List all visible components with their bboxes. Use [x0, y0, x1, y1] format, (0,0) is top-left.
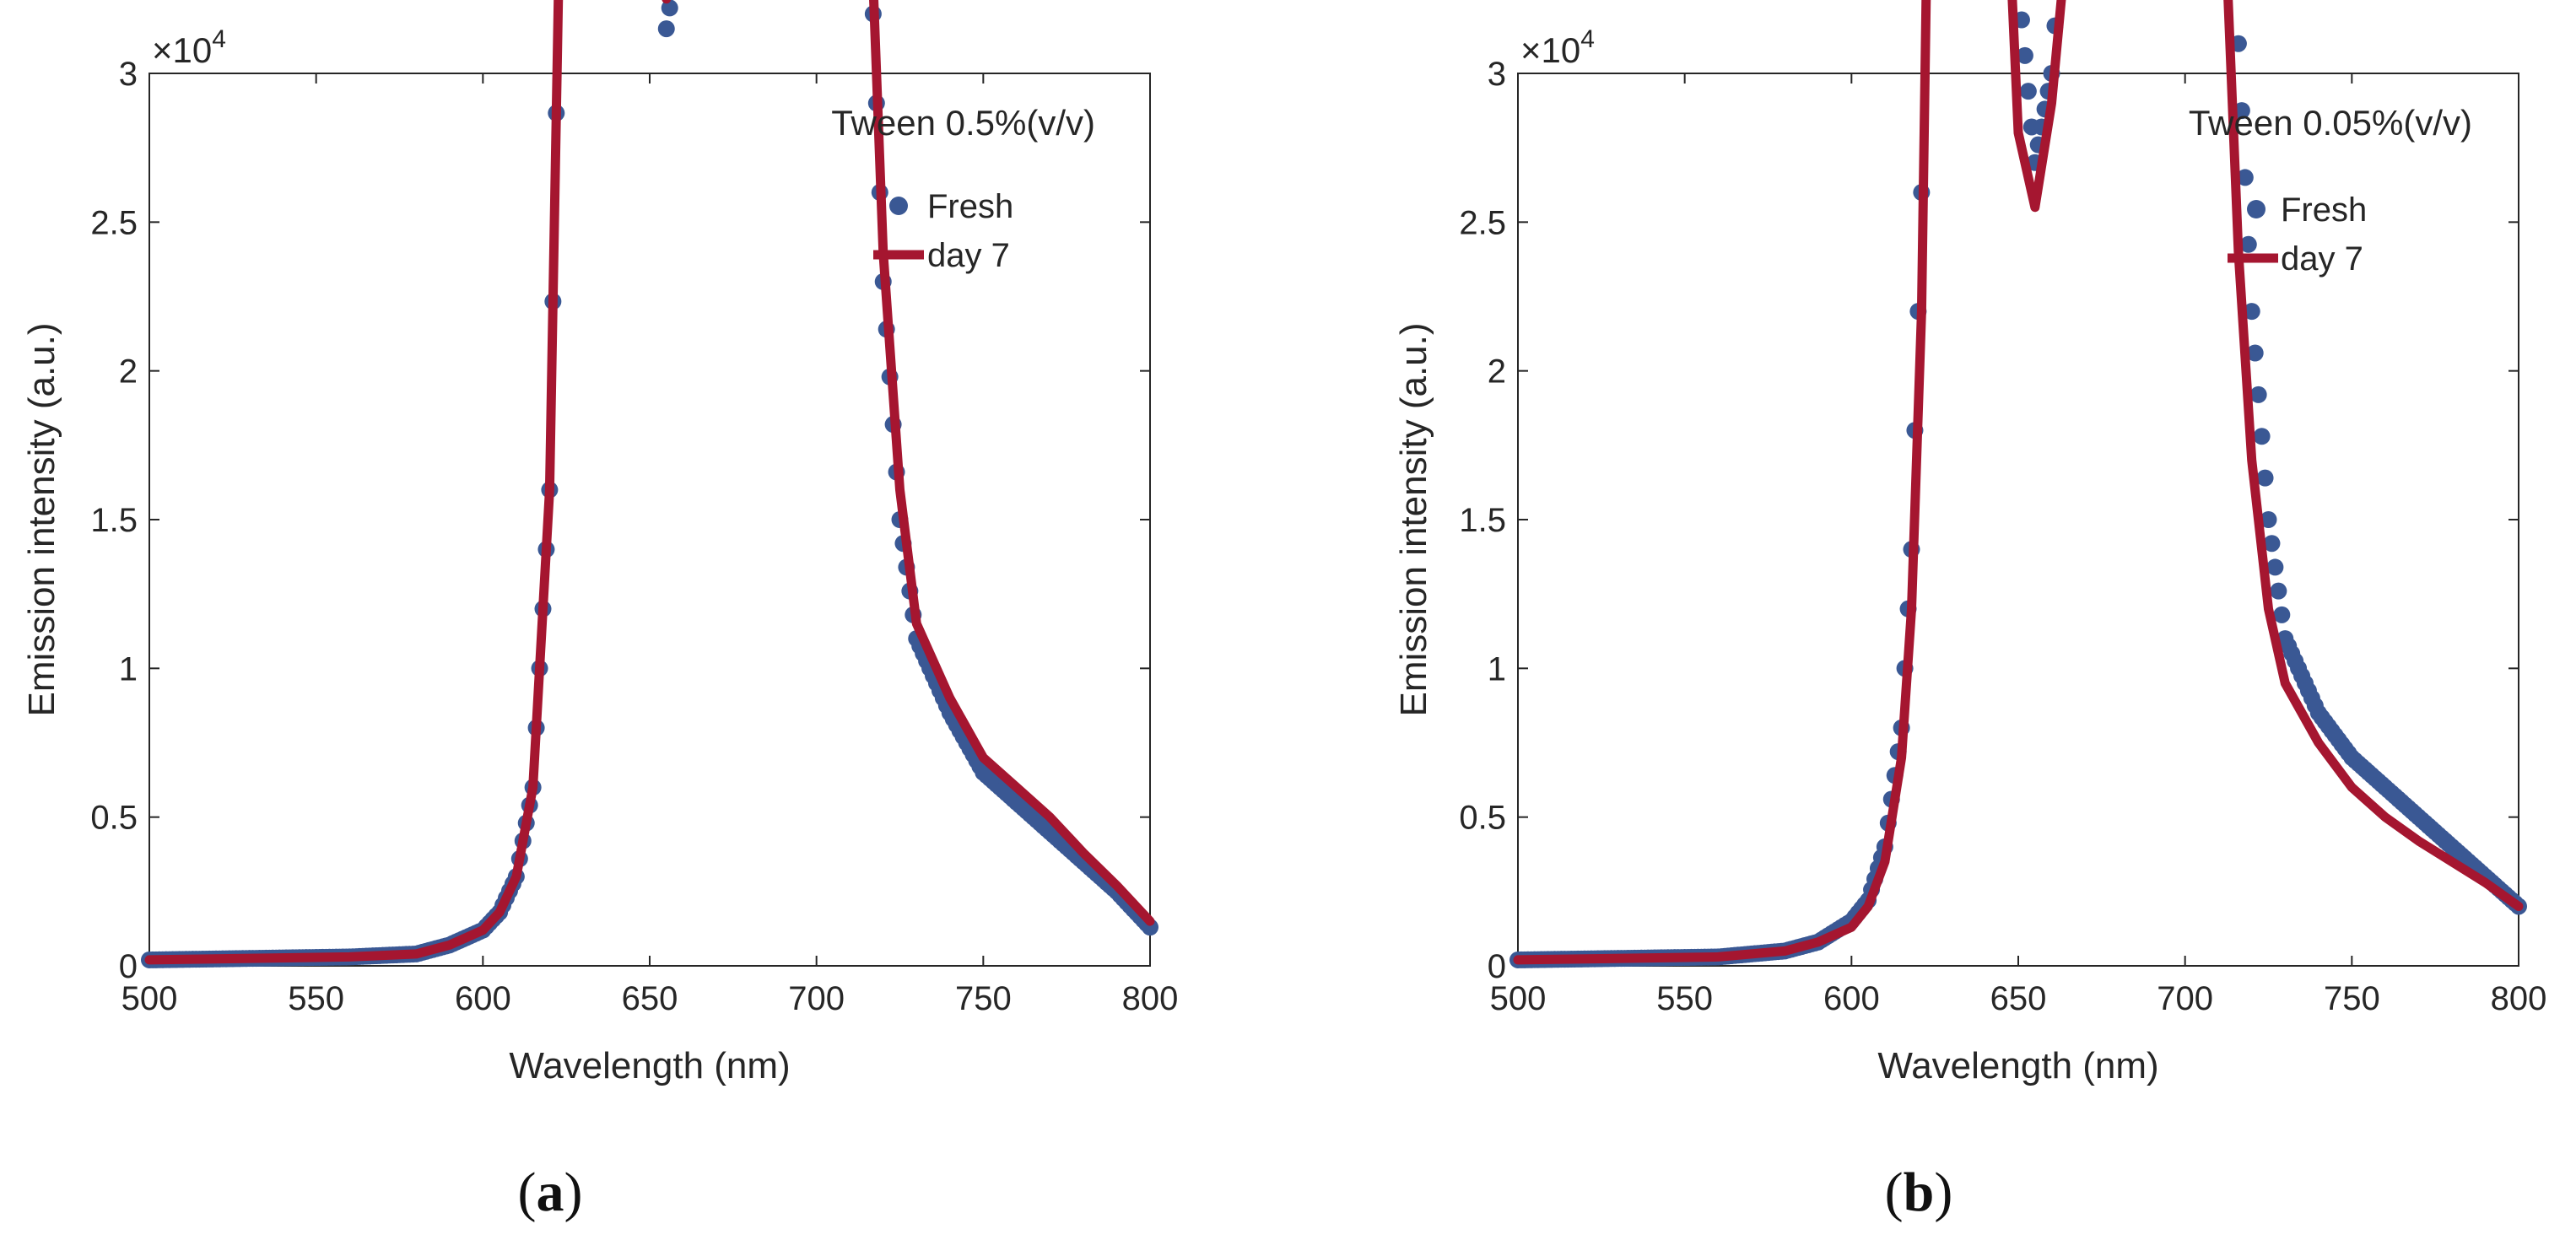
panel-label: (a) [518, 1162, 583, 1223]
y-tick-label: 3 [1488, 56, 1506, 93]
legend: Fresh day 7 [2228, 191, 2367, 278]
data-point-fresh [2270, 583, 2287, 600]
legend: Fresh day 7 [873, 188, 1013, 274]
x-tick-label: 650 [622, 980, 678, 1017]
axis-ticks [1518, 73, 2519, 966]
legend-label-day7: day 7 [2281, 240, 2363, 278]
y-tick-label: 1 [119, 650, 138, 687]
y-tick-label: 2 [1488, 353, 1506, 391]
y-exponent-label: ×104 [1520, 25, 1595, 70]
x-tick-label: 650 [1990, 980, 2047, 1017]
y-tick-label: 1 [1488, 650, 1506, 687]
tick-labels: 500 550 600 650 700 750 800 0 0.5 1 1.5 2 2.5 3 [90, 56, 1178, 1017]
panel-label: (b) [1885, 1162, 1953, 1223]
legend-label-day7: day 7 [927, 237, 1010, 274]
y-tick-label: 0.5 [90, 800, 138, 837]
x-tick-label: 550 [288, 980, 344, 1017]
data-point-fresh [2273, 607, 2290, 623]
y-tick-label: 3 [119, 56, 138, 93]
y-axis-label: Emission intensity (a.u.) [1393, 322, 1434, 716]
y-exponent-label: ×104 [152, 25, 226, 70]
annotation: Tween 0.5%(v/v) [831, 103, 1095, 143]
legend-marker-fresh [2247, 200, 2265, 218]
legend-label-fresh: Fresh [2281, 191, 2367, 229]
y-tick-label: 0 [119, 948, 138, 985]
series-line-day7 [1518, 0, 2519, 960]
y-tick-label: 1.5 [90, 502, 138, 539]
annotation: Tween 0.05%(v/v) [2189, 103, 2472, 143]
x-tick-label: 700 [788, 980, 845, 1017]
plot-area-frame [1518, 73, 2519, 966]
x-tick-label: 600 [1823, 980, 1880, 1017]
x-tick-label: 500 [1490, 980, 1547, 1017]
x-tick-label: 800 [2491, 980, 2547, 1017]
y-tick-label: 1.5 [1459, 502, 1506, 539]
tick-labels: 500 550 600 650 700 750 800 0 0.5 1 1.5 2 2.5 3 [1459, 56, 2546, 1017]
data-layer [141, 0, 1158, 968]
series-line-day7 [149, 0, 1150, 960]
x-tick-label: 750 [955, 980, 1012, 1017]
y-tick-label: 2.5 [90, 204, 138, 241]
x-tick-label: 600 [455, 980, 511, 1017]
x-axis-label: Wavelength (nm) [1877, 1045, 2158, 1086]
x-axis-label: Wavelength (nm) [509, 1045, 790, 1086]
x-tick-label: 800 [1122, 980, 1179, 1017]
y-tick-label: 2 [119, 353, 138, 391]
x-tick-label: 500 [122, 980, 178, 1017]
data-point-fresh [2266, 558, 2283, 575]
data-point-fresh [658, 20, 675, 37]
y-axis-label: Emission intensity (a.u.) [21, 322, 62, 716]
x-tick-label: 700 [2157, 980, 2213, 1017]
data-point-fresh [2020, 83, 2037, 100]
legend-marker-fresh [889, 197, 908, 215]
y-tick-label: 0 [1488, 948, 1506, 985]
y-tick-label: 0.5 [1459, 800, 1506, 837]
data-point-fresh [2254, 428, 2271, 445]
y-tick-label: 2.5 [1459, 204, 1506, 241]
legend-label-fresh: Fresh [927, 188, 1013, 225]
figure: 500 550 600 650 700 750 80000.511.522.53 ×104 … [0, 0, 2576, 1240]
data-point-fresh [2257, 470, 2274, 487]
x-tick-label: 750 [2324, 980, 2380, 1017]
x-tick-label: 550 [1656, 980, 1713, 1017]
data-layer [1509, 0, 2527, 968]
